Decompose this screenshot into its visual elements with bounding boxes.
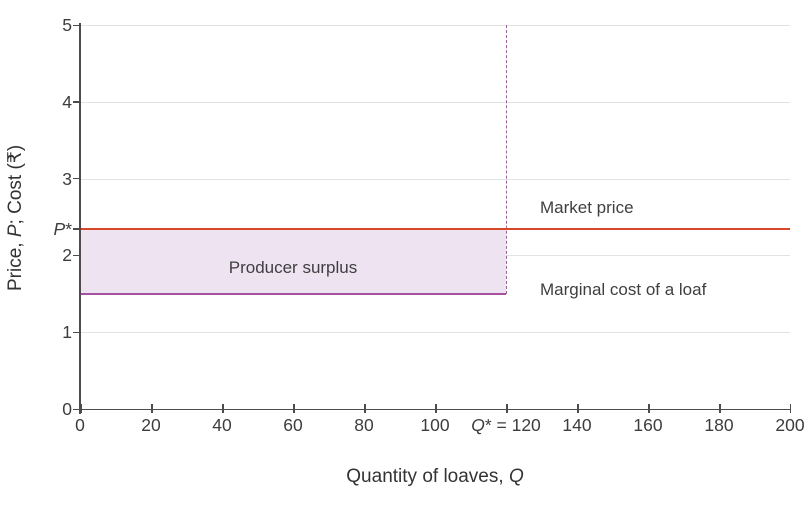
x-tick-80 [364,404,366,413]
x-tick-label-200: 200 [775,415,805,435]
y-tick-label-0: 0 [62,399,72,419]
q-star-dashed-line [505,25,507,294]
x-tick-20 [151,404,153,413]
gridline-1 [80,332,790,334]
y-tick-5 [73,24,80,26]
x-tick-label-80: 80 [354,415,374,435]
y-tick-3 [73,177,80,180]
marginal-cost-line [80,293,506,295]
x-tick-label-160: 160 [633,415,663,435]
y-axis-title: Price, P; Cost (₹) [5,144,26,291]
market-price-line [80,228,790,230]
y-tick-4 [73,101,80,103]
y-axis [79,23,81,414]
producer-surplus-label: Producer surplus [228,258,358,277]
x-tick-120 [506,404,508,413]
x-tick-60 [293,404,295,413]
x-tick-label-40: 40 [212,415,232,435]
x-tick-40 [222,404,224,413]
x-tick-label-20: 20 [141,415,161,435]
x-tick-200 [789,404,791,413]
y-tick-label-p-star: P* [53,219,73,239]
x-tick-180 [719,404,721,413]
x-tick-label-0: 0 [75,415,85,435]
gridline-5 [80,25,790,26]
x-tick-label-q-star: Q* = 120 [471,415,541,435]
y-tick-label-1: 1 [62,322,72,343]
x-tick-160 [648,404,650,413]
market-price-label: Market price [540,198,634,217]
y-tick-label-2: 2 [62,245,72,266]
x-tick-140 [577,404,579,413]
x-tick-label-140: 140 [562,415,592,435]
gridline-3 [80,178,790,180]
y-tick-label-3: 3 [62,168,72,189]
x-tick-100 [435,404,437,413]
producer-surplus-area [80,230,506,294]
y-tick-0 [73,408,80,410]
y-tick-p-star [73,228,80,230]
x-tick-label-100: 100 [420,415,450,435]
marginal-cost-label: Marginal cost of a loaf [540,280,707,299]
y-tick-label-5: 5 [62,15,72,35]
y-tick-2 [73,254,80,257]
gridline-4 [80,101,790,103]
y-tick-label-4: 4 [62,91,72,112]
x-tick-label-60: 60 [283,415,303,435]
x-tick-0 [80,404,82,413]
x-tick-label-180: 180 [704,415,734,435]
x-axis-title: Quantity of loaves, Q [346,466,524,487]
y-tick-1 [73,331,80,333]
